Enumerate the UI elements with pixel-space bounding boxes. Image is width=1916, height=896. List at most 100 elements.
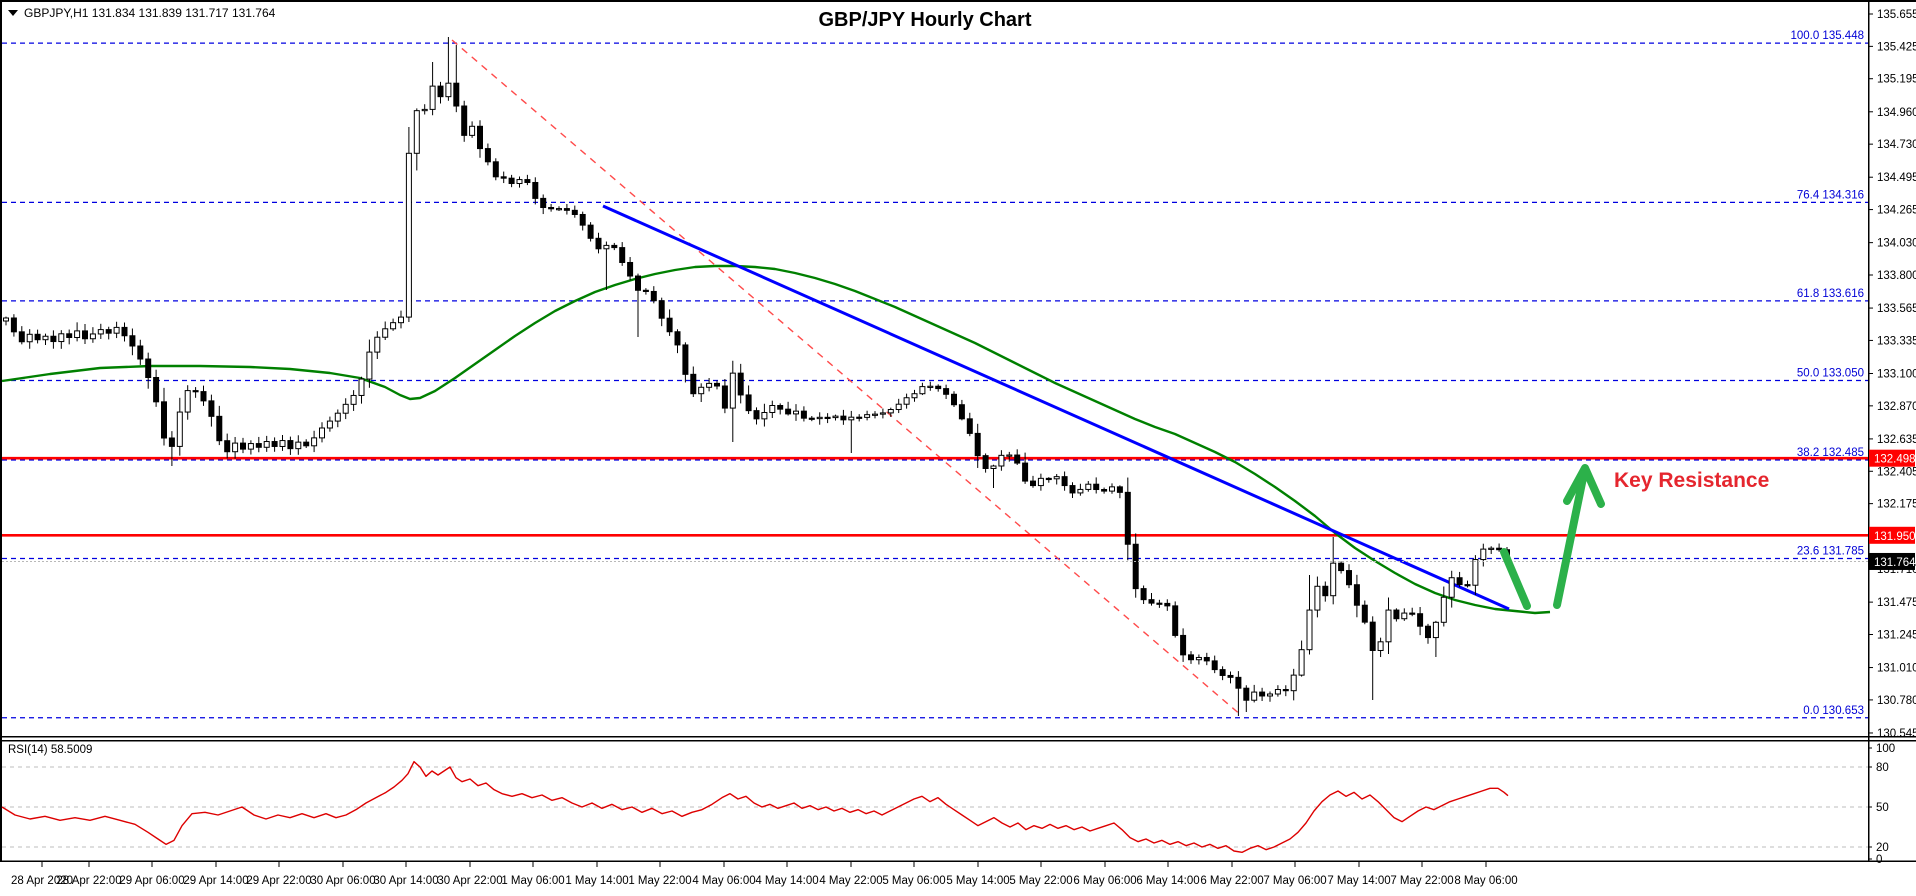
main-chart-area[interactable]: 100.0 135.448 76.4 134.316 61.8 133.616 50.… [1, 30, 1868, 719]
candle-bullish [1037, 473, 1044, 491]
candle-body [1014, 454, 1021, 464]
price-marker-box [1869, 552, 1915, 570]
window-left-border [0, 0, 2, 862]
price-axis-border [1868, 2, 1870, 861]
candle-bearish [595, 232, 602, 254]
rsi-tick-label: 0 [1876, 854, 1882, 866]
candle-bearish [1022, 452, 1029, 484]
rsi-axis[interactable]: 100 80 50 200 [1868, 743, 1895, 866]
price-tick-label: 134.960 [1877, 107, 1916, 119]
candle-bearish [690, 366, 697, 397]
price-tick-label: 133.335 [1877, 335, 1916, 347]
candle-bullish [1290, 668, 1297, 701]
candle-body [74, 330, 81, 338]
candle-body [200, 391, 207, 402]
candle-bullish [1385, 597, 1392, 654]
symbol-quote-line[interactable]: GBPJPY,H1 131.834 131.839 131.717 131.76… [24, 6, 276, 20]
candle-bearish [161, 387, 167, 446]
time-tick-label: 6 May 14:00 [1136, 875, 1199, 887]
candle-bearish [461, 100, 468, 142]
arrow-shaft[interactable] [1553, 474, 1587, 609]
candle-bullish [1432, 620, 1439, 657]
candle-body [453, 82, 460, 107]
time-tick-label: 6 May 22:00 [1200, 875, 1263, 887]
chart-header: GBPJPY,H1 131.834 131.839 131.717 131.76… [8, 6, 1032, 31]
candle-body [1417, 613, 1424, 627]
candle-body [334, 412, 341, 422]
descending-dashed-trendline[interactable] [451, 39, 1243, 717]
rsi-panel[interactable]: 100 80 50 200 RSI(14) 58.5009 [1, 743, 1895, 866]
candle-bullish [1401, 608, 1408, 621]
fibonacci-retracement[interactable]: 100.0 135.448 76.4 134.316 61.8 133.616 50.… [2, 30, 1868, 719]
candle-body [216, 415, 223, 442]
candle-bearish [1124, 477, 1131, 561]
candle-body [1282, 689, 1289, 692]
candle-bearish [982, 453, 989, 473]
candle-bullish [334, 409, 341, 428]
price-tick-label: 132.870 [1877, 401, 1916, 413]
candle-bullish [1314, 576, 1321, 618]
up-arrow-icon[interactable] [1500, 464, 1605, 610]
candle-body [769, 405, 776, 414]
candle-bearish [1227, 671, 1234, 684]
candle-bearish [548, 204, 555, 212]
candle-body [1496, 547, 1503, 551]
panel-separator[interactable] [2, 736, 1916, 738]
price-marker-box [1869, 449, 1915, 467]
time-tick-label: 28 Apr 2020 [11, 875, 73, 887]
key-resistance-label[interactable]: Key Resistance [1614, 469, 1769, 492]
fib-level-label: 38.2 132.485 [1797, 447, 1864, 459]
candle-body [184, 390, 191, 413]
candle-body [161, 401, 167, 439]
candle-bearish [1361, 600, 1368, 625]
candle-bearish [287, 436, 294, 455]
candle-body [1401, 612, 1408, 620]
arrow-head-icon[interactable] [1563, 464, 1605, 508]
price-axis[interactable]: 135.655 135.425 135.195 134.960 134.730 134.4… [1868, 9, 1916, 740]
candle-body [1456, 577, 1463, 586]
candle-bullish [911, 389, 918, 402]
dashed-diagonal-line[interactable] [451, 39, 1243, 717]
candle-body [484, 148, 491, 163]
annotation-stroke[interactable] [1500, 548, 1531, 610]
candle-bullish [1053, 474, 1060, 485]
price-tick-label: 132.635 [1877, 434, 1916, 446]
candle-bearish [619, 242, 626, 266]
rsi-tick-label: 80 [1876, 762, 1889, 774]
moving-average-line[interactable] [1, 264, 1551, 615]
candle-bullish [445, 37, 452, 101]
symbol-dropdown-icon[interactable] [8, 10, 18, 16]
candle-bearish [1030, 475, 1036, 488]
candle-body [1306, 609, 1313, 651]
candle-body [563, 208, 570, 211]
candle-bearish [492, 158, 499, 181]
candle-body [1425, 625, 1431, 639]
candle-bullish [350, 390, 357, 411]
rsi-top-border [2, 740, 1916, 742]
candle-bearish [753, 407, 760, 425]
candle-bearish [540, 194, 547, 215]
price-marker-box [1869, 526, 1915, 544]
candle-bearish [1464, 580, 1471, 588]
candle-body [382, 328, 389, 338]
candle-bullish [761, 403, 768, 427]
candle-bearish [966, 412, 973, 437]
blue-trendline[interactable] [602, 204, 1510, 611]
resistance-lines[interactable] [2, 456, 1868, 537]
ma-polyline[interactable] [1, 264, 1551, 615]
candle-bullish [279, 434, 286, 451]
candle-bearish [208, 394, 215, 427]
candle-bullish [421, 104, 428, 115]
candle-body [603, 244, 610, 250]
candle-bearish [137, 339, 144, 365]
candle-bearish [943, 384, 950, 399]
candle-body [919, 386, 926, 395]
candle-body [342, 403, 349, 414]
annotation-layer[interactable]: Key Resistance [1500, 464, 1769, 610]
candle-body [595, 237, 602, 250]
trendline[interactable] [602, 204, 1510, 611]
candle-bullish [405, 126, 412, 322]
candle-bullish [729, 360, 736, 442]
